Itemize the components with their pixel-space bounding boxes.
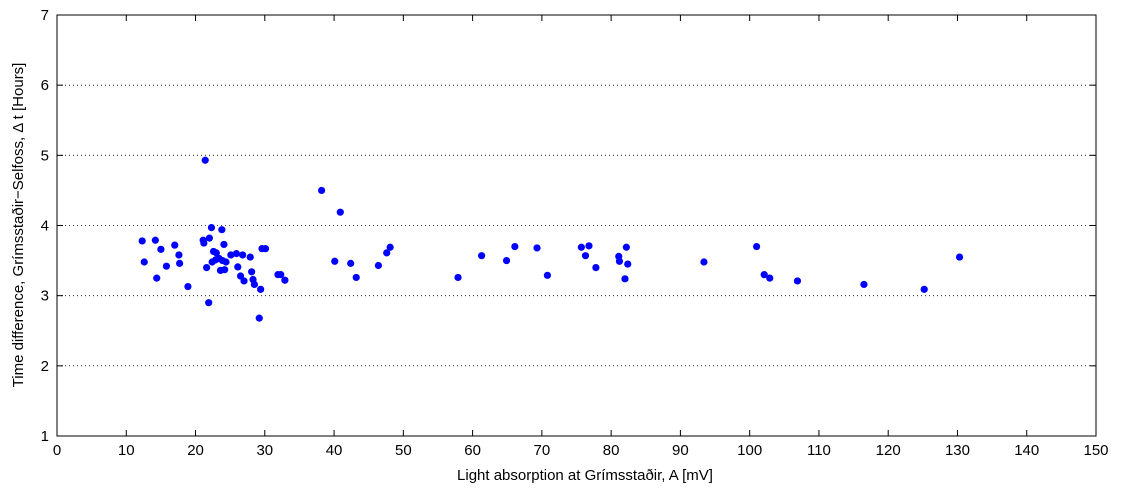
data-point: [212, 249, 220, 257]
x-tick-label: 30: [256, 442, 273, 459]
data-point: [920, 285, 928, 293]
data-point: [347, 259, 355, 267]
data-point: [221, 266, 229, 274]
x-tick-label: 100: [737, 442, 762, 459]
data-point: [261, 245, 270, 253]
data-point: [281, 276, 289, 284]
x-tick-labels: 0 10 20 30 40 50 60 70 80 90 100 110 120 130 140 150: [53, 442, 1109, 459]
data-point: [200, 239, 208, 247]
x-tick-label: 150: [1083, 442, 1108, 459]
y-tick-label: 6: [41, 77, 49, 94]
y-tick-label: 7: [41, 7, 49, 24]
data-point: [454, 273, 462, 282]
data-point: [151, 236, 159, 244]
data-point: [615, 257, 624, 265]
data-point: [543, 271, 552, 279]
data-point: [205, 234, 213, 242]
data-point: [203, 264, 211, 272]
x-tick-label: 60: [464, 442, 481, 459]
data-point: [250, 280, 259, 289]
data-point: [218, 226, 226, 234]
data-point: [175, 251, 183, 259]
x-tick-label: 70: [534, 442, 551, 459]
x-tick-label: 20: [187, 442, 204, 459]
data-point: [176, 259, 184, 267]
data-point: [860, 280, 868, 289]
y-tick-labels: 1 2 3 4 5 6 7: [41, 7, 49, 445]
data-point: [331, 257, 339, 265]
data-point: [386, 243, 394, 251]
data-point: [138, 237, 146, 245]
data-point: [955, 253, 964, 261]
data-point: [184, 282, 192, 291]
data-point: [277, 271, 285, 279]
data-point: [700, 258, 708, 266]
axis-ticks: [56, 14, 1097, 437]
data-point: [478, 252, 486, 260]
data-point: [234, 263, 242, 271]
data-point: [793, 277, 802, 285]
data-point: [239, 251, 247, 259]
x-tick-label: 50: [395, 442, 412, 459]
data-point: [317, 186, 326, 195]
x-tick-label: 0: [53, 442, 61, 459]
data-point: [157, 245, 165, 253]
data-point: [248, 268, 256, 276]
x-tick-label: 130: [945, 442, 970, 459]
data-point: [533, 244, 541, 252]
data-point: [581, 252, 590, 260]
data-point: [232, 249, 241, 258]
data-point: [352, 273, 360, 282]
x-tick-label: 40: [326, 442, 343, 459]
data-point: [622, 243, 630, 251]
data-point: [577, 243, 585, 251]
data-point: [162, 262, 171, 270]
data-point: [336, 208, 344, 216]
y-axis-label: Time difference, Grímsstaðir−Selfoss, Δ …: [10, 63, 27, 388]
x-tick-label: 120: [876, 442, 901, 459]
x-tick-label: 140: [1014, 442, 1039, 459]
data-point: [222, 258, 230, 266]
data-point: [511, 242, 519, 251]
y-tick-label: 1: [41, 428, 49, 445]
data-point: [220, 240, 228, 249]
data-point: [246, 253, 254, 261]
data-point: [502, 256, 511, 265]
y-tick-label: 3: [41, 288, 49, 305]
y-tick-label: 5: [41, 147, 49, 164]
data-point: [592, 264, 600, 272]
data-point: [383, 249, 391, 257]
data-point: [374, 261, 382, 270]
x-tick-label: 90: [672, 442, 689, 459]
x-tick-label: 80: [603, 442, 620, 459]
data-point: [153, 274, 161, 282]
x-tick-label: 110: [807, 442, 831, 459]
data-point: [205, 299, 213, 307]
data-point: [171, 241, 179, 249]
data-point: [227, 251, 235, 259]
data-point: [207, 224, 216, 232]
data-point: [752, 242, 761, 251]
y-tick-label: 4: [41, 218, 49, 235]
x-axis-label: Light absorption at Grímsstaðir, A [mV]: [457, 467, 713, 484]
data-point: [140, 258, 148, 266]
data-point: [766, 274, 774, 282]
data-point: [240, 277, 248, 285]
data-point: [624, 260, 632, 268]
data-point: [201, 156, 209, 164]
x-tick-label: 10: [118, 442, 135, 459]
data-point: [585, 242, 593, 250]
data-point: [255, 314, 263, 322]
data-point: [760, 271, 768, 279]
data-point: [621, 275, 629, 283]
y-tick-label: 2: [41, 358, 49, 375]
data-points: [138, 156, 964, 322]
data-point: [257, 285, 265, 293]
